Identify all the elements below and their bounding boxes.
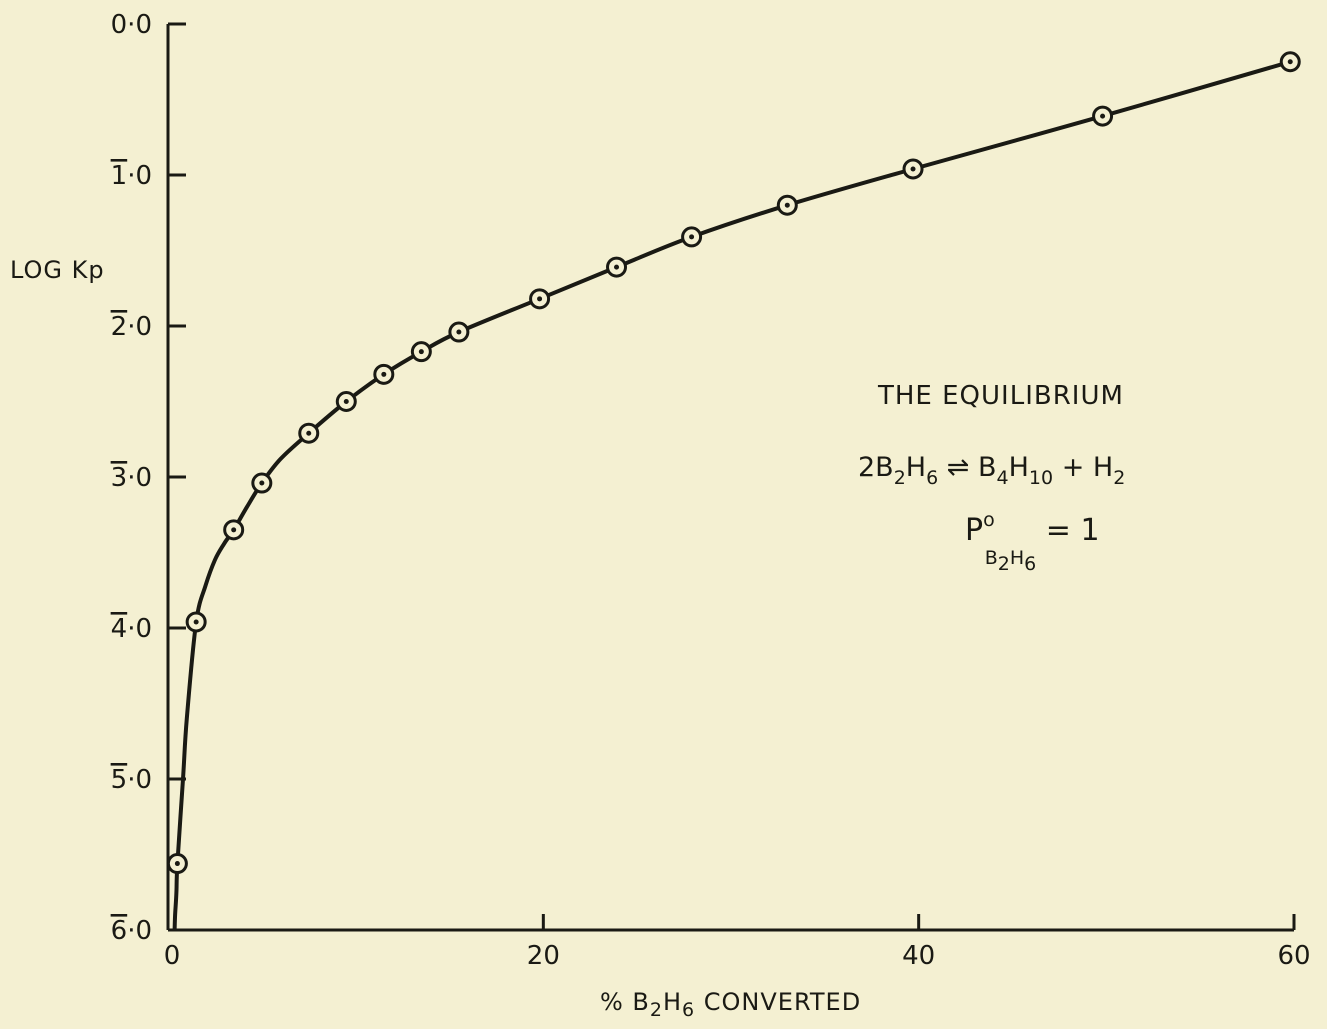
data-point-dot	[193, 619, 199, 625]
data-point	[166, 853, 188, 875]
data-point	[1279, 51, 1301, 73]
x-tick-label: 40	[902, 941, 935, 971]
data-point	[1092, 105, 1114, 127]
data-point-dot	[910, 166, 916, 172]
data-point	[251, 472, 273, 494]
data-point-dot	[1100, 113, 1106, 119]
annotation-title: THE EQUILIBRIUM	[877, 381, 1124, 411]
data-point-dot	[343, 399, 349, 404]
data-point	[448, 321, 470, 343]
y-ticks: 0·0 1·0 2·0 3·0 4·0 5·0 6·0	[111, 10, 186, 946]
data-point	[373, 363, 395, 385]
data-point	[335, 391, 357, 412]
data-point-dot	[259, 480, 265, 486]
x-tick-label: 20	[527, 941, 560, 971]
data-point-dot	[456, 329, 462, 335]
annotation-reaction: 2B2H6 ⇌ B4H10 + H2	[858, 452, 1125, 489]
data-point	[776, 194, 798, 216]
y-tick-label: 3·0	[111, 463, 152, 493]
y-tick-label: 5·0	[111, 765, 152, 795]
data-point-dot	[381, 371, 387, 377]
data-point-dot	[784, 202, 790, 208]
y-tick-label: 4·0	[111, 614, 152, 644]
y-tick-label: 1·0	[111, 161, 152, 191]
data-points	[166, 51, 1301, 875]
data-point-dot	[1287, 59, 1293, 65]
data-point-dot	[174, 861, 180, 867]
data-point-dot	[689, 234, 695, 240]
data-point-dot	[231, 527, 237, 533]
x-ticks: 0 20 40 60	[164, 914, 1311, 971]
data-point	[902, 158, 924, 180]
series-curve	[172, 59, 1291, 931]
x-tick-label: 60	[1277, 941, 1310, 971]
data-point	[298, 422, 320, 444]
y-tick-label: 6·0	[111, 916, 152, 946]
data-point	[681, 226, 703, 248]
y-axis-label: LOG Kp	[10, 256, 105, 284]
data-point	[606, 256, 628, 278]
data-point-dot	[306, 430, 312, 436]
data-point-dot	[614, 264, 620, 270]
data-point	[185, 611, 207, 633]
data-point	[529, 288, 551, 310]
data-point	[410, 341, 432, 363]
y-tick-label: 2·0	[111, 312, 152, 342]
y-tick-label: 0·0	[111, 10, 152, 40]
x-axis-label: % B2H6 CONVERTED	[600, 988, 861, 1021]
x-tick-label: 0	[164, 941, 181, 971]
data-point	[223, 519, 245, 541]
data-point-dot	[418, 349, 424, 355]
data-point-dot	[537, 296, 543, 302]
annotation-pressure: Po B2H6 = 1	[965, 509, 1100, 575]
equilibrium-annotation: THE EQUILIBRIUM 2B2H6 ⇌ B4H10 + H2 Po B2H…	[858, 381, 1125, 575]
